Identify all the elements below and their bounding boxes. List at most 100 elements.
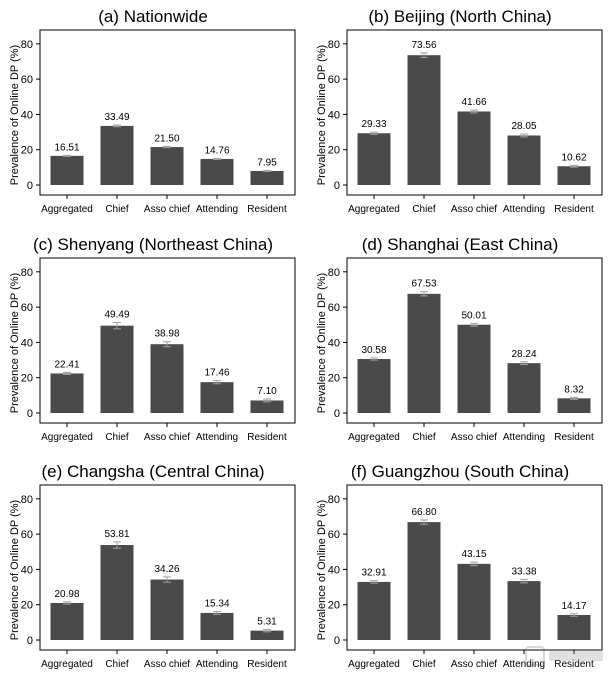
y-tick-label: 0	[334, 180, 340, 192]
data-label: 38.98	[154, 329, 179, 340]
bar	[250, 170, 284, 185]
chart-svg: (e) Changsha (Central China) Prevalence o…	[9, 462, 296, 670]
chart-panel: (d) Shanghai (East China) Prevalence of O…	[307, 228, 613, 453]
data-label: 7.10	[257, 386, 277, 397]
x-tick-label: Aggregated	[41, 432, 93, 443]
x-tick-label: Attending	[196, 432, 238, 443]
data-label: 34.26	[154, 564, 179, 575]
data-label: 33.49	[104, 112, 129, 123]
x-tick-label: Chief	[412, 659, 436, 670]
x-tick-label: Resident	[247, 432, 287, 443]
bar	[200, 158, 234, 185]
data-label: 5.31	[257, 616, 277, 627]
y-tick-label: 40	[328, 337, 340, 349]
bar	[357, 133, 391, 185]
y-tick-label: 20	[328, 145, 340, 157]
y-tick-label: 0	[27, 180, 33, 192]
y-tick-label: 40	[328, 564, 340, 576]
y-tick-label: 40	[21, 337, 33, 349]
x-tick-label: Resident	[247, 659, 287, 670]
chart-title: (e) Changsha (Central China)	[42, 462, 265, 481]
bar	[100, 125, 134, 185]
data-label: 33.38	[511, 566, 536, 577]
y-axis-title: Prevalence of Online DP (%)	[316, 500, 328, 640]
data-label: 22.41	[54, 359, 79, 370]
data-label: 30.58	[361, 345, 386, 356]
data-label: 53.81	[104, 529, 129, 540]
x-tick-label: Asso chief	[451, 204, 497, 215]
bar	[150, 344, 184, 413]
chart-title: (a) Nationwide	[98, 7, 208, 26]
y-tick-label: 60	[21, 74, 33, 86]
chart-panel: (a) Nationwide Prevalence of Online DP (%…	[0, 0, 306, 225]
y-tick-label: 80	[328, 494, 340, 506]
x-tick-label: Attending	[503, 204, 545, 215]
bar	[507, 581, 541, 640]
bar	[457, 563, 491, 640]
bar	[250, 400, 284, 413]
chart-svg: (a) Nationwide Prevalence of Online DP (%…	[9, 7, 296, 215]
bar	[407, 55, 441, 186]
chart-title: (b) Beijing (North China)	[368, 7, 551, 26]
x-tick-label: Chief	[105, 659, 129, 670]
y-tick-label: 0	[334, 635, 340, 647]
y-tick-label: 60	[328, 529, 340, 541]
y-tick-label: 20	[21, 600, 33, 612]
bar	[457, 111, 491, 185]
y-tick-label: 60	[21, 302, 33, 314]
y-tick-label: 0	[27, 408, 33, 420]
y-axis-title: Prevalence of Online DP (%)	[9, 500, 21, 640]
y-tick-label: 40	[21, 109, 33, 121]
y-axis-title: Prevalence of Online DP (%)	[316, 273, 328, 413]
y-tick-label: 80	[328, 267, 340, 279]
data-label: 66.80	[411, 507, 436, 518]
x-tick-label: Asso chief	[144, 659, 190, 670]
bar	[50, 155, 84, 185]
bar	[557, 166, 591, 185]
y-tick-label: 20	[21, 373, 33, 385]
x-tick-label: Chief	[412, 432, 436, 443]
data-label: 21.50	[154, 133, 179, 144]
y-tick-label: 0	[334, 408, 340, 420]
bar	[150, 579, 184, 640]
x-tick-label: Aggregated	[348, 659, 400, 670]
y-tick-label: 60	[328, 302, 340, 314]
chart-svg: (b) Beijing (North China) Prevalence of O…	[316, 7, 603, 215]
y-tick-label: 40	[21, 564, 33, 576]
data-label: 7.95	[257, 157, 277, 168]
y-tick-label: 80	[21, 39, 33, 51]
y-tick-label: 60	[21, 529, 33, 541]
x-tick-label: Aggregated	[348, 432, 400, 443]
bar	[407, 293, 441, 413]
bar	[357, 359, 391, 413]
data-label: 8.32	[564, 384, 584, 395]
y-tick-label: 80	[328, 39, 340, 51]
y-tick-label: 20	[328, 373, 340, 385]
bar	[457, 324, 491, 413]
chart-panel: (c) Shenyang (Northeast China) Prevalence…	[0, 228, 306, 453]
chart-title: (f) Guangzhou (South China)	[351, 462, 569, 481]
bar	[200, 612, 234, 640]
bar	[557, 614, 591, 640]
data-label: 16.51	[54, 142, 79, 153]
chart-svg: (d) Shanghai (East China) Prevalence of O…	[316, 235, 603, 443]
x-tick-label: Resident	[247, 204, 287, 215]
chart-panel: (e) Changsha (Central China) Prevalence o…	[0, 455, 306, 680]
bar	[357, 581, 391, 640]
chart-title: (c) Shenyang (Northeast China)	[33, 235, 273, 254]
x-tick-label: Attending	[503, 659, 545, 670]
data-label: 67.53	[411, 279, 436, 290]
chart-svg: (f) Guangzhou (South China) Prevalence of…	[316, 462, 603, 670]
y-tick-label: 20	[328, 600, 340, 612]
x-tick-label: Aggregated	[41, 659, 93, 670]
bar	[100, 325, 134, 413]
bar	[250, 630, 284, 640]
data-label: 41.66	[461, 97, 486, 108]
data-label: 14.17	[561, 601, 586, 612]
y-axis-title: Prevalence of Online DP (%)	[9, 45, 21, 185]
bar	[557, 398, 591, 413]
y-tick-label: 80	[21, 494, 33, 506]
x-tick-label: Asso chief	[451, 432, 497, 443]
x-tick-label: Resident	[554, 204, 594, 215]
